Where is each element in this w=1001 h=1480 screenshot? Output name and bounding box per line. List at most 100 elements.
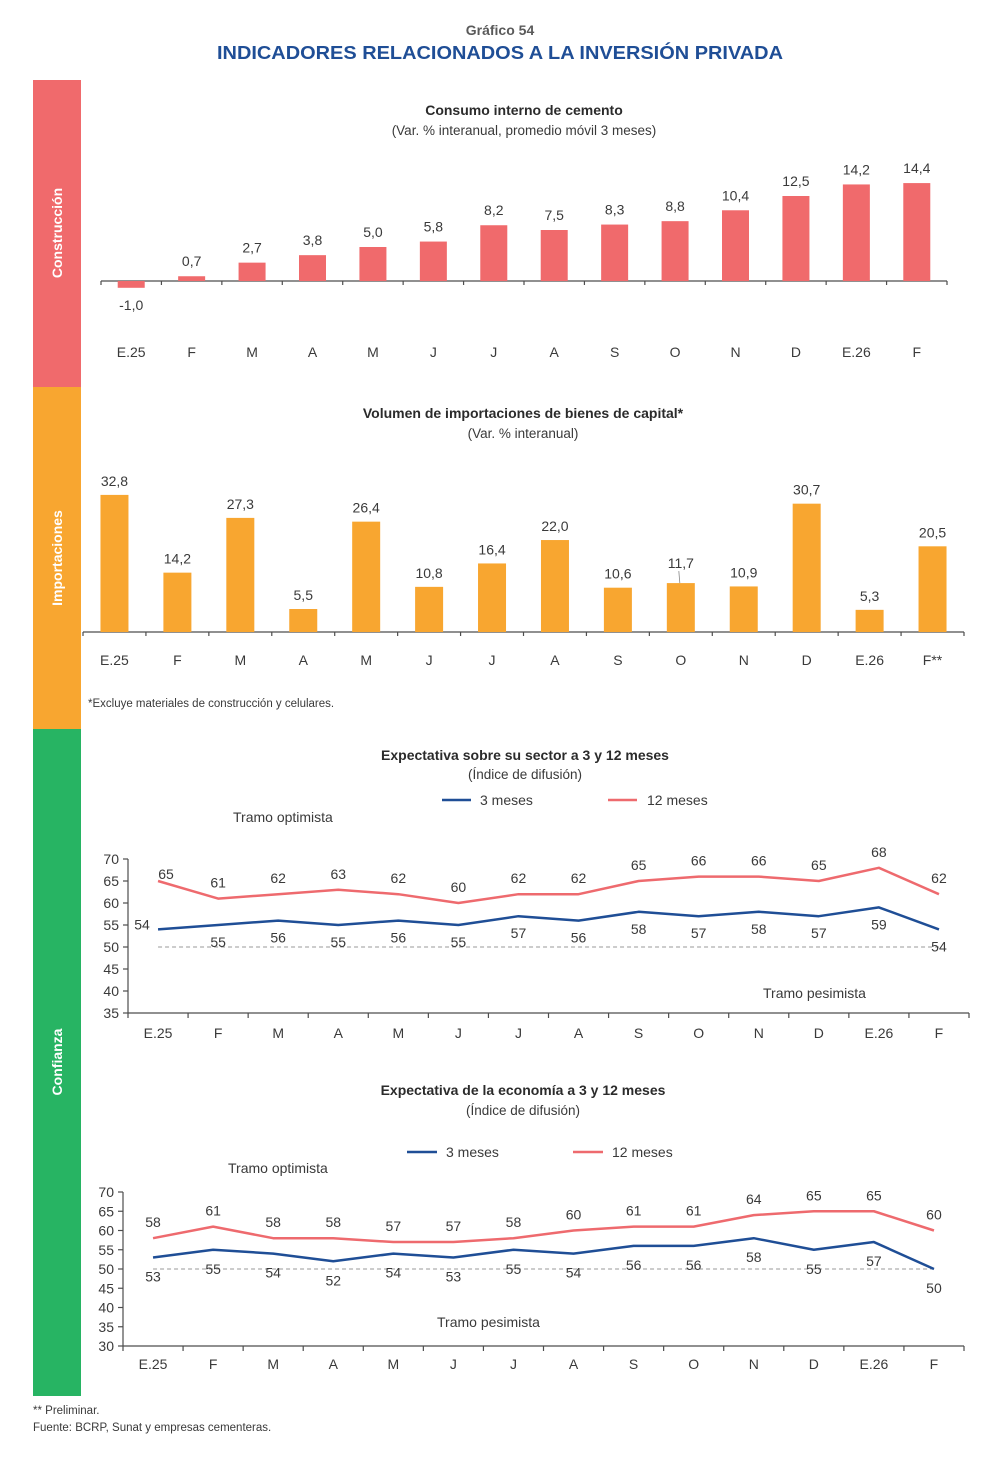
- section-label-construccion: Construcción: [49, 188, 65, 278]
- x-tick-label: M: [360, 652, 372, 668]
- bar: [359, 247, 387, 281]
- series-line-3-meses: [152, 1236, 935, 1271]
- x-tick-label: J: [490, 344, 497, 360]
- y-tick-label: 35: [103, 1005, 119, 1021]
- bar: [666, 583, 695, 632]
- bar: [603, 587, 632, 632]
- x-tick-label: E.25: [100, 652, 129, 668]
- data-label: 22,0: [541, 518, 568, 534]
- bar: [842, 184, 870, 281]
- legend-label-12-meses: 12 meses: [647, 792, 708, 808]
- x-tick-label: A: [334, 1025, 344, 1041]
- data-label: 61: [686, 1203, 702, 1219]
- data-label: 65: [806, 1187, 822, 1203]
- annotation-tramo-pesimista: Tramo pesimista: [763, 985, 866, 1001]
- bar: [903, 183, 931, 281]
- data-label: 52: [325, 1272, 341, 1288]
- section-band-construccion: Construcción: [33, 80, 81, 387]
- data-label: 55: [210, 934, 226, 950]
- data-label: 62: [571, 870, 587, 886]
- data-label: 14,2: [164, 551, 191, 567]
- data-label: 12,5: [782, 173, 809, 189]
- x-tick-label: E.26: [859, 1356, 888, 1372]
- y-tick-label: 40: [103, 983, 119, 999]
- chart-cemento: Consumo interno de cemento (Var. % inter…: [100, 102, 948, 360]
- chart-expectativa-sector: Expectativa sobre su sector a 3 y 12 mes…: [103, 747, 970, 1041]
- data-label: 59: [871, 916, 887, 932]
- x-tick-label: M: [234, 652, 246, 668]
- series-line-3-meses: [157, 906, 940, 931]
- y-tick-label: 30: [98, 1338, 114, 1354]
- y-tick-label: 70: [98, 1184, 114, 1200]
- section-band-importaciones: Importaciones: [33, 387, 81, 729]
- data-label: 27,3: [227, 496, 254, 512]
- section-band-confianza: Confianza: [33, 729, 81, 1396]
- data-label: 62: [270, 870, 286, 886]
- y-tick-label: 60: [103, 895, 119, 911]
- y-tick-label: 70: [103, 851, 119, 867]
- data-label: 68: [871, 844, 887, 860]
- data-label: 57: [811, 925, 827, 941]
- bar: [601, 224, 629, 281]
- x-tick-label: M: [387, 1356, 399, 1372]
- data-label: 62: [511, 870, 527, 886]
- data-label: 10,8: [415, 565, 442, 581]
- annotation-tramo-pesimista: Tramo pesimista: [437, 1314, 540, 1330]
- bar: [226, 517, 255, 632]
- x-tick-label: M: [272, 1025, 284, 1041]
- x-tick-label: S: [610, 344, 619, 360]
- x-tick-label: J: [450, 1356, 457, 1372]
- bar: [729, 586, 758, 632]
- data-label: 11,7: [668, 555, 694, 571]
- data-label: 8,2: [484, 202, 504, 218]
- bar: [419, 241, 447, 281]
- bar: [855, 609, 884, 632]
- bar: [722, 210, 749, 281]
- y-tick-label: 35: [98, 1319, 114, 1335]
- section-band-confianza-fill: [33, 729, 81, 1396]
- data-label: 10,9: [730, 564, 757, 580]
- data-label: 65: [158, 866, 174, 882]
- x-tick-label: S: [634, 1025, 643, 1041]
- section-band-importaciones-fill: [33, 387, 81, 729]
- x-tick-label: M: [392, 1025, 404, 1041]
- x-tick-label: F: [187, 344, 196, 360]
- x-tick-label: A: [329, 1356, 339, 1372]
- bar: [352, 521, 381, 632]
- chart-title: Expectativa sobre su sector a 3 y 12 mes…: [381, 747, 669, 763]
- data-label: 58: [631, 921, 647, 937]
- bar: [661, 221, 689, 281]
- x-tick-label: F: [173, 652, 182, 668]
- annotation-tramo-optimista: Tramo optimista: [233, 809, 333, 825]
- x-tick-label: A: [574, 1025, 584, 1041]
- data-label: 5,5: [294, 587, 314, 603]
- data-label: 55: [451, 934, 467, 950]
- data-label: 60: [451, 879, 467, 895]
- bar: [163, 572, 192, 632]
- data-label: 7,5: [544, 207, 564, 223]
- data-label: 56: [391, 930, 407, 946]
- data-label: 14,2: [843, 161, 870, 177]
- x-tick-label: D: [802, 652, 812, 668]
- x-tick-label: N: [754, 1025, 764, 1041]
- x-tick-label: E.26: [864, 1025, 893, 1041]
- legend-label-3-meses: 3 meses: [446, 1144, 499, 1160]
- data-label: 53: [145, 1268, 161, 1284]
- x-tick-label: E.26: [855, 652, 884, 668]
- data-label: 2,7: [242, 240, 262, 256]
- data-label: 14,4: [903, 160, 930, 176]
- data-label: 61: [210, 875, 226, 891]
- y-tick-label: 55: [103, 917, 119, 933]
- x-tick-label: A: [299, 652, 309, 668]
- legend-label-3-meses: 3 meses: [480, 792, 533, 808]
- data-label: 56: [270, 930, 286, 946]
- data-label: 63: [330, 866, 346, 882]
- bar: [782, 196, 810, 281]
- data-label: 61: [626, 1203, 642, 1219]
- data-label: 60: [566, 1207, 582, 1223]
- chart-subtitle: (Var. % interanual): [468, 426, 579, 441]
- chart-title: Consumo interno de cemento: [425, 102, 623, 118]
- data-label: 65: [866, 1187, 882, 1203]
- x-tick-label: D: [814, 1025, 824, 1041]
- x-tick-label: S: [629, 1356, 638, 1372]
